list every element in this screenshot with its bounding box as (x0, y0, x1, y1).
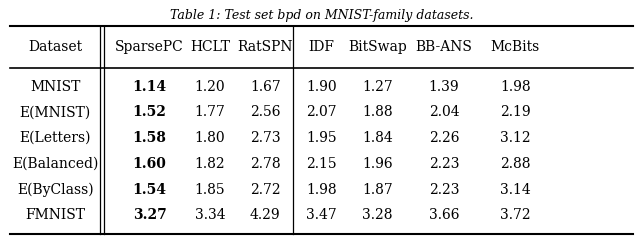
Text: 2.07: 2.07 (306, 105, 337, 119)
Text: 1.39: 1.39 (429, 80, 460, 94)
Text: 3.34: 3.34 (195, 209, 225, 222)
Text: 1.82: 1.82 (195, 157, 225, 171)
Text: 1.85: 1.85 (195, 183, 225, 197)
Text: RatSPN: RatSPN (237, 40, 293, 54)
Text: 2.73: 2.73 (250, 131, 280, 145)
Text: 1.14: 1.14 (132, 80, 166, 94)
Text: BB-ANS: BB-ANS (415, 40, 472, 54)
Text: E(Letters): E(Letters) (20, 131, 91, 145)
Text: 2.88: 2.88 (500, 157, 531, 171)
Text: 3.28: 3.28 (362, 209, 392, 222)
Text: 2.72: 2.72 (250, 183, 280, 197)
Text: 1.87: 1.87 (362, 183, 392, 197)
Text: 1.98: 1.98 (500, 80, 531, 94)
Text: 2.78: 2.78 (250, 157, 280, 171)
Text: IDF: IDF (308, 40, 334, 54)
Text: 1.52: 1.52 (132, 105, 166, 119)
Text: 1.67: 1.67 (250, 80, 281, 94)
Text: MNIST: MNIST (30, 80, 81, 94)
Text: HCLT: HCLT (190, 40, 230, 54)
Text: 3.12: 3.12 (500, 131, 531, 145)
Text: 1.96: 1.96 (362, 157, 392, 171)
Text: 2.23: 2.23 (429, 183, 460, 197)
Text: E(MNIST): E(MNIST) (20, 105, 91, 119)
Text: 3.66: 3.66 (429, 209, 460, 222)
Text: 2.19: 2.19 (500, 105, 531, 119)
Text: 1.54: 1.54 (132, 183, 166, 197)
Text: FMNIST: FMNIST (26, 209, 85, 222)
Text: 2.56: 2.56 (250, 105, 280, 119)
Text: 1.58: 1.58 (132, 131, 166, 145)
Text: 1.27: 1.27 (362, 80, 392, 94)
Text: 3.72: 3.72 (500, 209, 531, 222)
Text: 1.95: 1.95 (306, 131, 337, 145)
Text: 1.90: 1.90 (306, 80, 337, 94)
Text: McBits: McBits (491, 40, 540, 54)
Text: 1.77: 1.77 (195, 105, 225, 119)
Text: 3.47: 3.47 (306, 209, 337, 222)
Text: SparsePC: SparsePC (115, 40, 184, 54)
Text: 1.98: 1.98 (306, 183, 337, 197)
Text: 3.14: 3.14 (500, 183, 531, 197)
Text: 3.27: 3.27 (132, 209, 166, 222)
Text: Table 1: Test set bpd on MNIST-family datasets.: Table 1: Test set bpd on MNIST-family da… (170, 9, 473, 22)
Text: 1.60: 1.60 (132, 157, 166, 171)
Text: Dataset: Dataset (28, 40, 83, 54)
Text: 2.15: 2.15 (306, 157, 337, 171)
Text: 1.84: 1.84 (362, 131, 392, 145)
Text: 2.26: 2.26 (429, 131, 460, 145)
Text: 1.20: 1.20 (195, 80, 225, 94)
Text: 1.80: 1.80 (195, 131, 225, 145)
Text: 2.23: 2.23 (429, 157, 460, 171)
Text: BitSwap: BitSwap (348, 40, 406, 54)
Text: E(Balanced): E(Balanced) (12, 157, 99, 171)
Text: 1.88: 1.88 (362, 105, 392, 119)
Text: 2.04: 2.04 (429, 105, 460, 119)
Text: 4.29: 4.29 (250, 209, 280, 222)
Text: E(ByClass): E(ByClass) (17, 182, 93, 197)
